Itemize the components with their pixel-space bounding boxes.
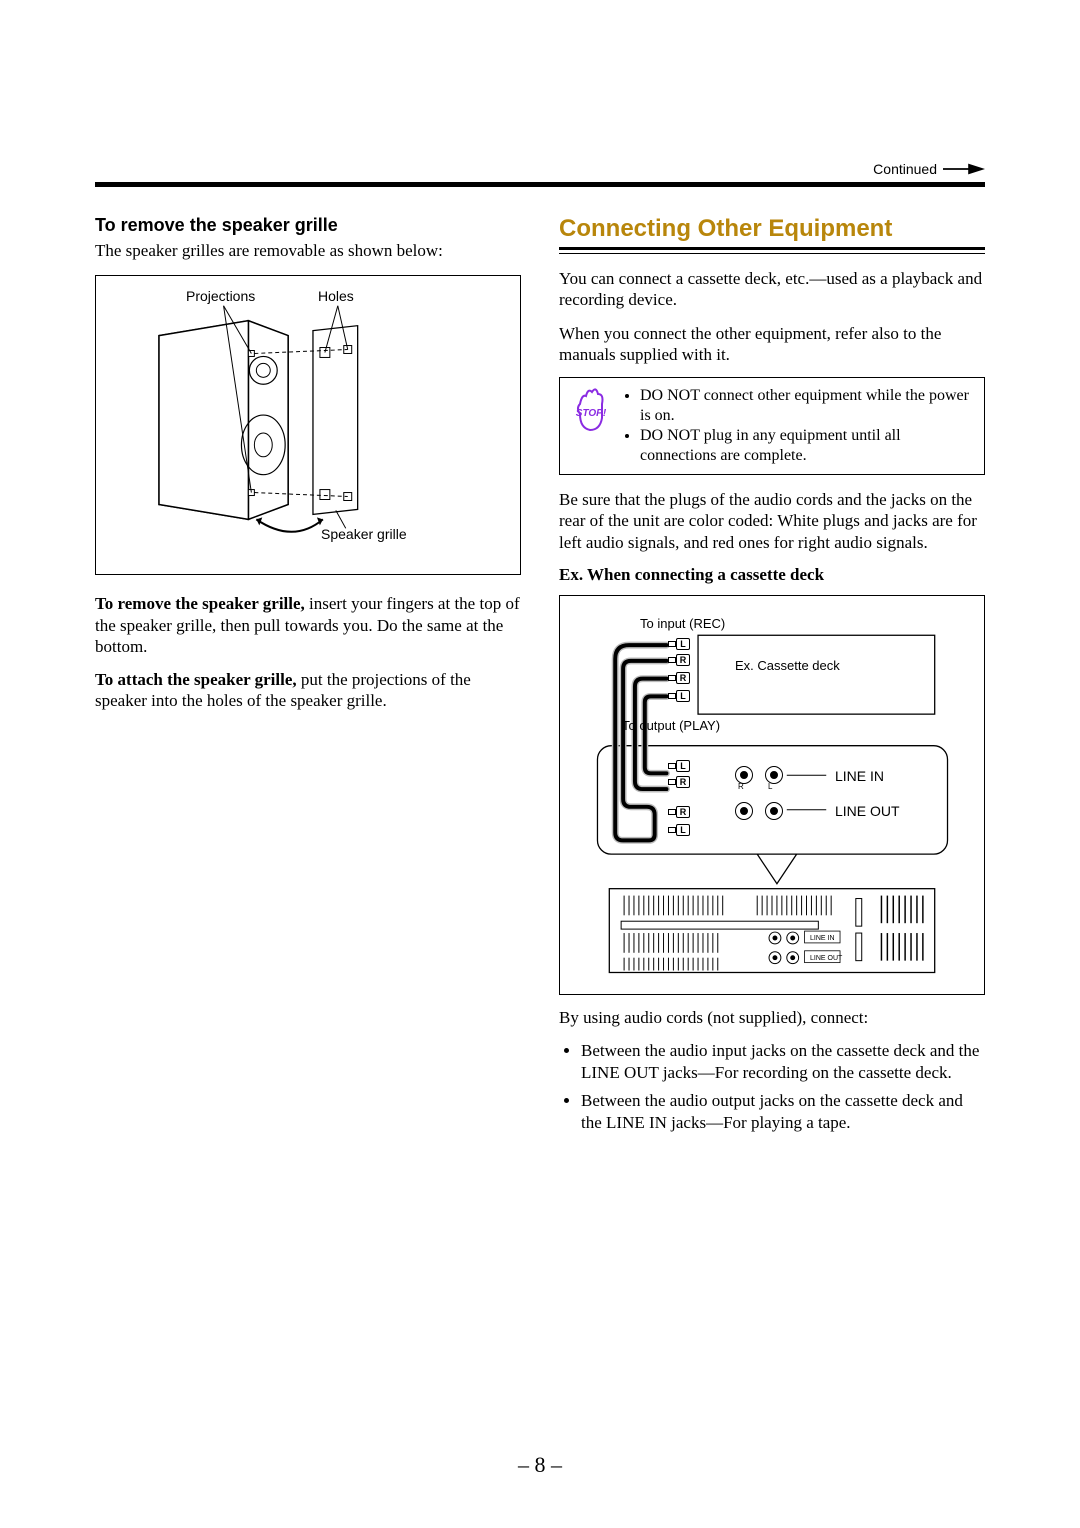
svg-text:STOP!: STOP! xyxy=(576,408,607,419)
line-out-label: LINE OUT xyxy=(835,803,900,819)
page-number: – 8 – xyxy=(0,1452,1080,1478)
plug-in-r: R xyxy=(668,774,698,790)
right-column: Connecting Other Equipment You can conne… xyxy=(559,215,985,1140)
connection-svg xyxy=(560,596,984,994)
bullet-2: Between the audio output jacks on the ca… xyxy=(581,1090,985,1134)
connect-para3: Be sure that the plugs of the audio cord… xyxy=(559,489,985,553)
attach-grille-instruction: To attach the speaker grille, put the pr… xyxy=(95,669,521,712)
by-using-text: By using audio cords (not supplied), con… xyxy=(559,1007,985,1028)
to-input-label: To input (REC) xyxy=(640,616,725,631)
speaker-diagram-svg xyxy=(96,276,520,574)
plug-out-r: R xyxy=(668,804,698,820)
section-rule-thick xyxy=(559,247,985,250)
header-rule xyxy=(95,182,985,187)
section-rule-thin xyxy=(559,253,985,254)
left-column: To remove the speaker grille The speaker… xyxy=(95,215,521,1140)
example-heading: Ex. When connecting a cassette deck xyxy=(559,565,985,585)
stop-hand-icon: STOP! xyxy=(570,386,612,441)
speaker-grille-figure: Projections Holes Speaker grille xyxy=(95,275,521,575)
continued-arrow-icon xyxy=(943,160,985,178)
continued-label: Continued xyxy=(873,161,937,177)
to-output-label: To output (PLAY) xyxy=(622,718,720,733)
stop-item-2: DO NOT plug in any equipment until all c… xyxy=(640,426,974,466)
plug-out-l: L xyxy=(668,822,698,838)
plug-rec-r: R xyxy=(668,652,698,668)
stop-warning-box: STOP! DO NOT connect other equipment whi… xyxy=(559,377,985,475)
connecting-equipment-heading: Connecting Other Equipment xyxy=(559,215,985,243)
two-column-layout: To remove the speaker grille The speaker… xyxy=(95,215,985,1140)
rear-line-in: LINE IN xyxy=(810,935,835,942)
continued-indicator: Continued xyxy=(873,160,985,178)
connect-para1: You can connect a cassette deck, etc.—us… xyxy=(559,268,985,311)
plug-rec-l: L xyxy=(668,636,698,652)
bullet-1: Between the audio input jacks on the cas… xyxy=(581,1040,985,1084)
remove-grille-heading: To remove the speaker grille xyxy=(95,215,521,236)
remove-bold: To remove the speaker grille, xyxy=(95,594,305,613)
stop-warning-list: DO NOT connect other equipment while the… xyxy=(622,386,974,466)
plug-play-r: R xyxy=(668,670,698,686)
line-in-label: LINE IN xyxy=(835,768,884,784)
connect-para2: When you connect the other equipment, re… xyxy=(559,323,985,366)
stop-item-1: DO NOT connect other equipment while the… xyxy=(640,386,974,426)
remove-grille-instruction: To remove the speaker grille, insert you… xyxy=(95,593,521,657)
plug-play-l: L xyxy=(668,688,698,704)
cassette-deck-label: Ex. Cassette deck xyxy=(735,658,840,673)
connection-bullets: Between the audio input jacks on the cas… xyxy=(559,1040,985,1134)
connection-diagram: To input (REC) Ex. Cassette deck To outp… xyxy=(559,595,985,995)
rca-jack-out-r xyxy=(735,802,753,820)
plug-in-l: L xyxy=(668,758,698,774)
remove-grille-intro: The speaker grilles are removable as sho… xyxy=(95,240,521,261)
rca-jack-in-r xyxy=(735,766,753,784)
rear-line-out: LINE OUT xyxy=(810,955,842,962)
rca-jack-out-l xyxy=(765,802,783,820)
attach-bold: To attach the speaker grille, xyxy=(95,670,297,689)
rca-jack-in-l xyxy=(765,766,783,784)
